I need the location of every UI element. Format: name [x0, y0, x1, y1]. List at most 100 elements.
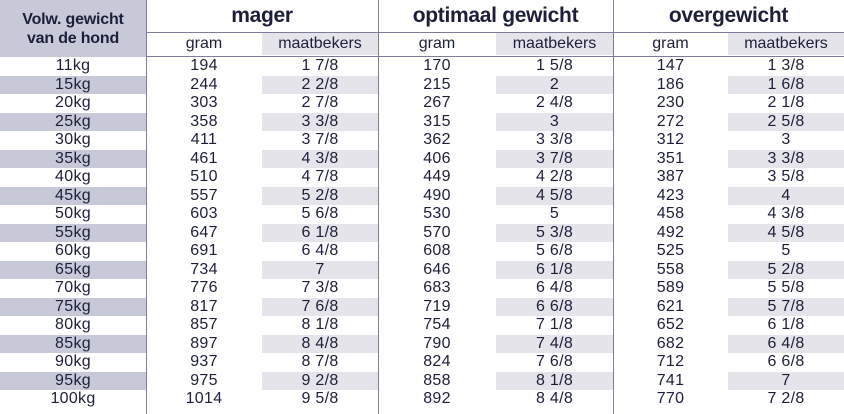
cell-gram-optimaal: 858 [423, 371, 451, 389]
cell-maatbekers-overgewicht: 3 [781, 131, 791, 149]
cell-maatbekers-optimaal: 8 4/8 [535, 390, 574, 408]
table-row: 35kg 461 4 3/8 406 3 7/8 351 3 3/8 [0, 149, 844, 168]
cell-gram-optimaal: 683 [423, 279, 451, 297]
subheader-maatbekers-overgewicht: maatbekers [728, 33, 844, 55]
cell-gram-mager: 461 [190, 149, 218, 167]
cell-gram-overgewicht: 558 [656, 260, 685, 278]
cell-weight: 25kg [0, 112, 146, 131]
cell-gram-optimaal: 315 [423, 112, 451, 130]
cell-gram-overgewicht: 741 [656, 371, 685, 389]
cell-maatbekers-optimaal: 3 [496, 112, 613, 131]
cell-gram-optimaal: 362 [423, 131, 451, 149]
cell-gram-overgewicht: 186 [656, 75, 685, 93]
cell-maatbekers-overgewicht: 4 [728, 186, 844, 205]
cell-maatbekers-optimaal: 6 6/8 [496, 297, 613, 316]
cell-maatbekers-overgewicht: 2 5/8 [728, 112, 844, 131]
table-row: 50kg 603 5 6/8 530 5 458 4 3/8 [0, 205, 844, 224]
table-row: 80kg 857 8 1/8 754 7 1/8 652 6 1/8 [0, 316, 844, 335]
cell-weight: 100kg [50, 390, 96, 408]
cell-maatbekers-overgewicht: 1 6/8 [728, 75, 844, 94]
cell-maatbekers-overgewicht: 6 6/8 [767, 353, 805, 371]
table-row: 90kg 937 8 7/8 824 7 6/8 712 6 6/8 [0, 353, 844, 372]
cell-weight: 90kg [55, 353, 91, 371]
weight-column-header: Volw. gewicht van de hond [0, 0, 146, 57]
cell-maatbekers-mager: 3 7/8 [301, 131, 339, 149]
cell-maatbekers-optimaal: 5 [549, 205, 560, 223]
cell-maatbekers-overgewicht: 2 1/8 [767, 94, 805, 112]
cell-gram-optimaal: 790 [423, 334, 451, 352]
cell-maatbekers-mager: 6 4/8 [301, 242, 339, 260]
table-row: 40kg 510 4 7/8 449 4 2/8 387 3 5/8 [0, 168, 844, 187]
group-title-mager: mager [231, 4, 293, 27]
weight-header-line2: van de hond [26, 29, 120, 47]
cell-gram-optimaal: 267 [423, 94, 451, 112]
cell-gram-mager: 411 [190, 131, 218, 149]
cell-gram-optimaal: 608 [423, 242, 451, 260]
cell-gram-overgewicht: 147 [656, 57, 685, 75]
cell-gram-mager: 691 [190, 242, 218, 260]
cell-gram-optimaal: 646 [423, 260, 451, 278]
cell-gram-optimaal: 719 [423, 297, 451, 315]
cell-maatbekers-optimaal: 7 1/8 [535, 316, 574, 334]
subheader-maatbekers-optimaal: maatbekers [496, 33, 613, 55]
divider-optimaal [613, 0, 614, 414]
table-row: 45kg 557 5 2/8 490 4 5/8 423 4 [0, 186, 844, 205]
cell-gram-optimaal: 490 [423, 186, 451, 204]
cell-weight: 35kg [0, 149, 146, 168]
cell-maatbekers-mager: 6 1/8 [262, 223, 378, 242]
cell-maatbekers-mager: 9 2/8 [262, 371, 378, 390]
cell-maatbekers-mager: 4 7/8 [301, 168, 339, 186]
cell-weight: 95kg [0, 371, 146, 390]
group-title-optimaal: optimaal gewicht [412, 4, 579, 27]
divider-weight [146, 0, 147, 414]
table-row: 70kg 776 7 3/8 683 6 4/8 589 5 5/8 [0, 279, 844, 298]
cell-gram-mager: 358 [190, 112, 218, 130]
weight-header-line1: Volw. gewicht [22, 10, 124, 28]
group-title-overgewicht: overgewicht [668, 4, 789, 27]
cell-gram-overgewicht: 351 [656, 149, 685, 167]
cell-gram-optimaal: 754 [423, 316, 451, 334]
cell-maatbekers-optimaal: 3 7/8 [496, 149, 613, 168]
cell-gram-mager: 857 [190, 316, 218, 334]
cell-maatbekers-optimaal: 3 3/8 [535, 131, 574, 149]
cell-weight: 50kg [55, 205, 91, 223]
table-row: 60kg 691 6 4/8 608 5 6/8 525 5 [0, 242, 844, 261]
cell-gram-mager: 244 [190, 75, 218, 93]
cell-maatbekers-overgewicht: 1 3/8 [767, 57, 805, 75]
cell-maatbekers-mager: 8 4/8 [262, 334, 378, 353]
cell-maatbekers-optimaal: 7 4/8 [496, 334, 613, 353]
cell-gram-mager: 975 [190, 371, 218, 389]
cell-maatbekers-mager: 5 6/8 [301, 205, 339, 223]
table-row: 20kg 303 2 7/8 267 2 4/8 230 2 1/8 [0, 94, 844, 113]
table-row: 55kg 647 6 1/8 570 5 3/8 492 4 5/8 [0, 223, 844, 242]
cell-gram-overgewicht: 682 [656, 334, 685, 352]
cell-maatbekers-mager: 2 7/8 [301, 94, 339, 112]
subheader-maatbekers-mager: maatbekers [262, 33, 378, 55]
cell-maatbekers-overgewicht: 3 3/8 [728, 149, 844, 168]
table-row: 65kg 734 7 646 6 1/8 558 5 2/8 [0, 260, 844, 279]
table-row: 11kg 194 1 7/8 170 1 5/8 147 1 3/8 [0, 57, 844, 76]
cell-gram-overgewicht: 525 [656, 242, 685, 260]
cell-gram-mager: 897 [190, 334, 218, 352]
cell-gram-mager: 194 [190, 57, 218, 75]
cell-gram-mager: 734 [190, 260, 218, 278]
cell-maatbekers-mager: 7 [262, 260, 378, 279]
cell-gram-mager: 557 [190, 186, 218, 204]
cell-maatbekers-mager: 4 3/8 [262, 149, 378, 168]
cell-gram-overgewicht: 492 [656, 223, 685, 241]
table-row: 15kg 244 2 2/8 215 2 186 1 6/8 [0, 75, 844, 94]
cell-weight: 30kg [55, 131, 91, 149]
cell-maatbekers-mager: 3 3/8 [262, 112, 378, 131]
cell-weight: 20kg [55, 94, 91, 112]
cell-gram-optimaal: 530 [423, 205, 451, 223]
cell-weight: 45kg [0, 186, 146, 205]
cell-maatbekers-overgewicht: 5 7/8 [728, 297, 844, 316]
cell-gram-mager: 603 [190, 205, 218, 223]
cell-gram-mager: 1014 [185, 390, 223, 408]
divider-header [146, 32, 844, 33]
cell-maatbekers-overgewicht: 7 [728, 371, 844, 390]
cell-gram-mager: 647 [190, 223, 218, 241]
table-row: 85kg 897 8 4/8 790 7 4/8 682 6 4/8 [0, 334, 844, 353]
cell-maatbekers-mager: 8 1/8 [301, 316, 339, 334]
